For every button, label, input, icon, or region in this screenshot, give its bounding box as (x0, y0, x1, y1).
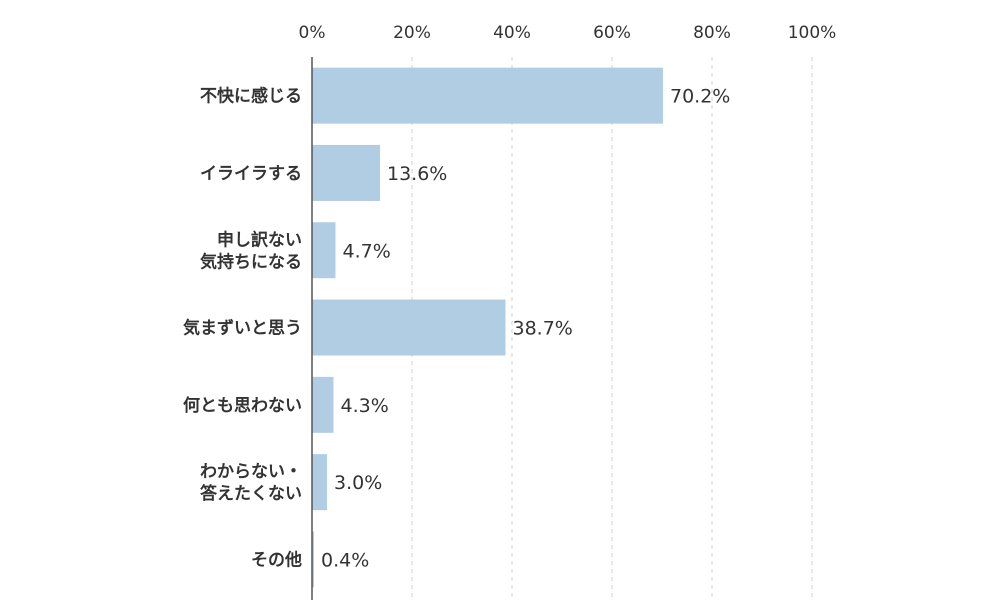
x-tick-label: 0% (299, 23, 326, 43)
bar (312, 222, 336, 279)
category-label: 申し訳ない気持ちになる (199, 229, 302, 272)
value-label: 38.7% (513, 318, 573, 340)
bar (312, 299, 506, 356)
x-tick-label: 60% (593, 23, 631, 43)
category-label: その他 (251, 549, 302, 570)
category-label: 不快に感じる (200, 86, 302, 107)
value-label: 70.2% (670, 86, 730, 108)
x-tick-labels: 0% 20% 40% 60% 80% 100% (299, 23, 837, 43)
bars (312, 67, 663, 588)
x-tick-label: 40% (493, 23, 531, 43)
category-label: 何とも思わない (183, 395, 302, 416)
category-label: 気まずいと思う (182, 318, 302, 339)
value-label: 4.3% (341, 395, 389, 417)
value-label: 3.0% (334, 472, 382, 494)
x-tick-label: 80% (693, 23, 731, 43)
value-label: 4.7% (343, 240, 391, 262)
value-labels: 70.2% 13.6% 4.7% 38.7% 4.3% 3.0% 0.4% (321, 86, 730, 572)
value-label: 0.4% (321, 549, 369, 571)
category-label: わからない・答えたくない (200, 462, 302, 504)
bar (312, 144, 380, 201)
category-label: イライラする (200, 164, 302, 184)
bar (312, 531, 314, 588)
bar (312, 454, 327, 511)
bar (312, 67, 663, 124)
x-tick-label: 100% (788, 23, 837, 43)
category-labels: 不快に感じるイライラする申し訳ない気持ちになる気まずいと思う何とも思わないわから… (182, 86, 302, 571)
x-tick-label: 20% (393, 23, 431, 43)
grid-lines (411, 57, 813, 600)
value-label: 13.6% (387, 163, 447, 185)
bar (312, 376, 334, 433)
